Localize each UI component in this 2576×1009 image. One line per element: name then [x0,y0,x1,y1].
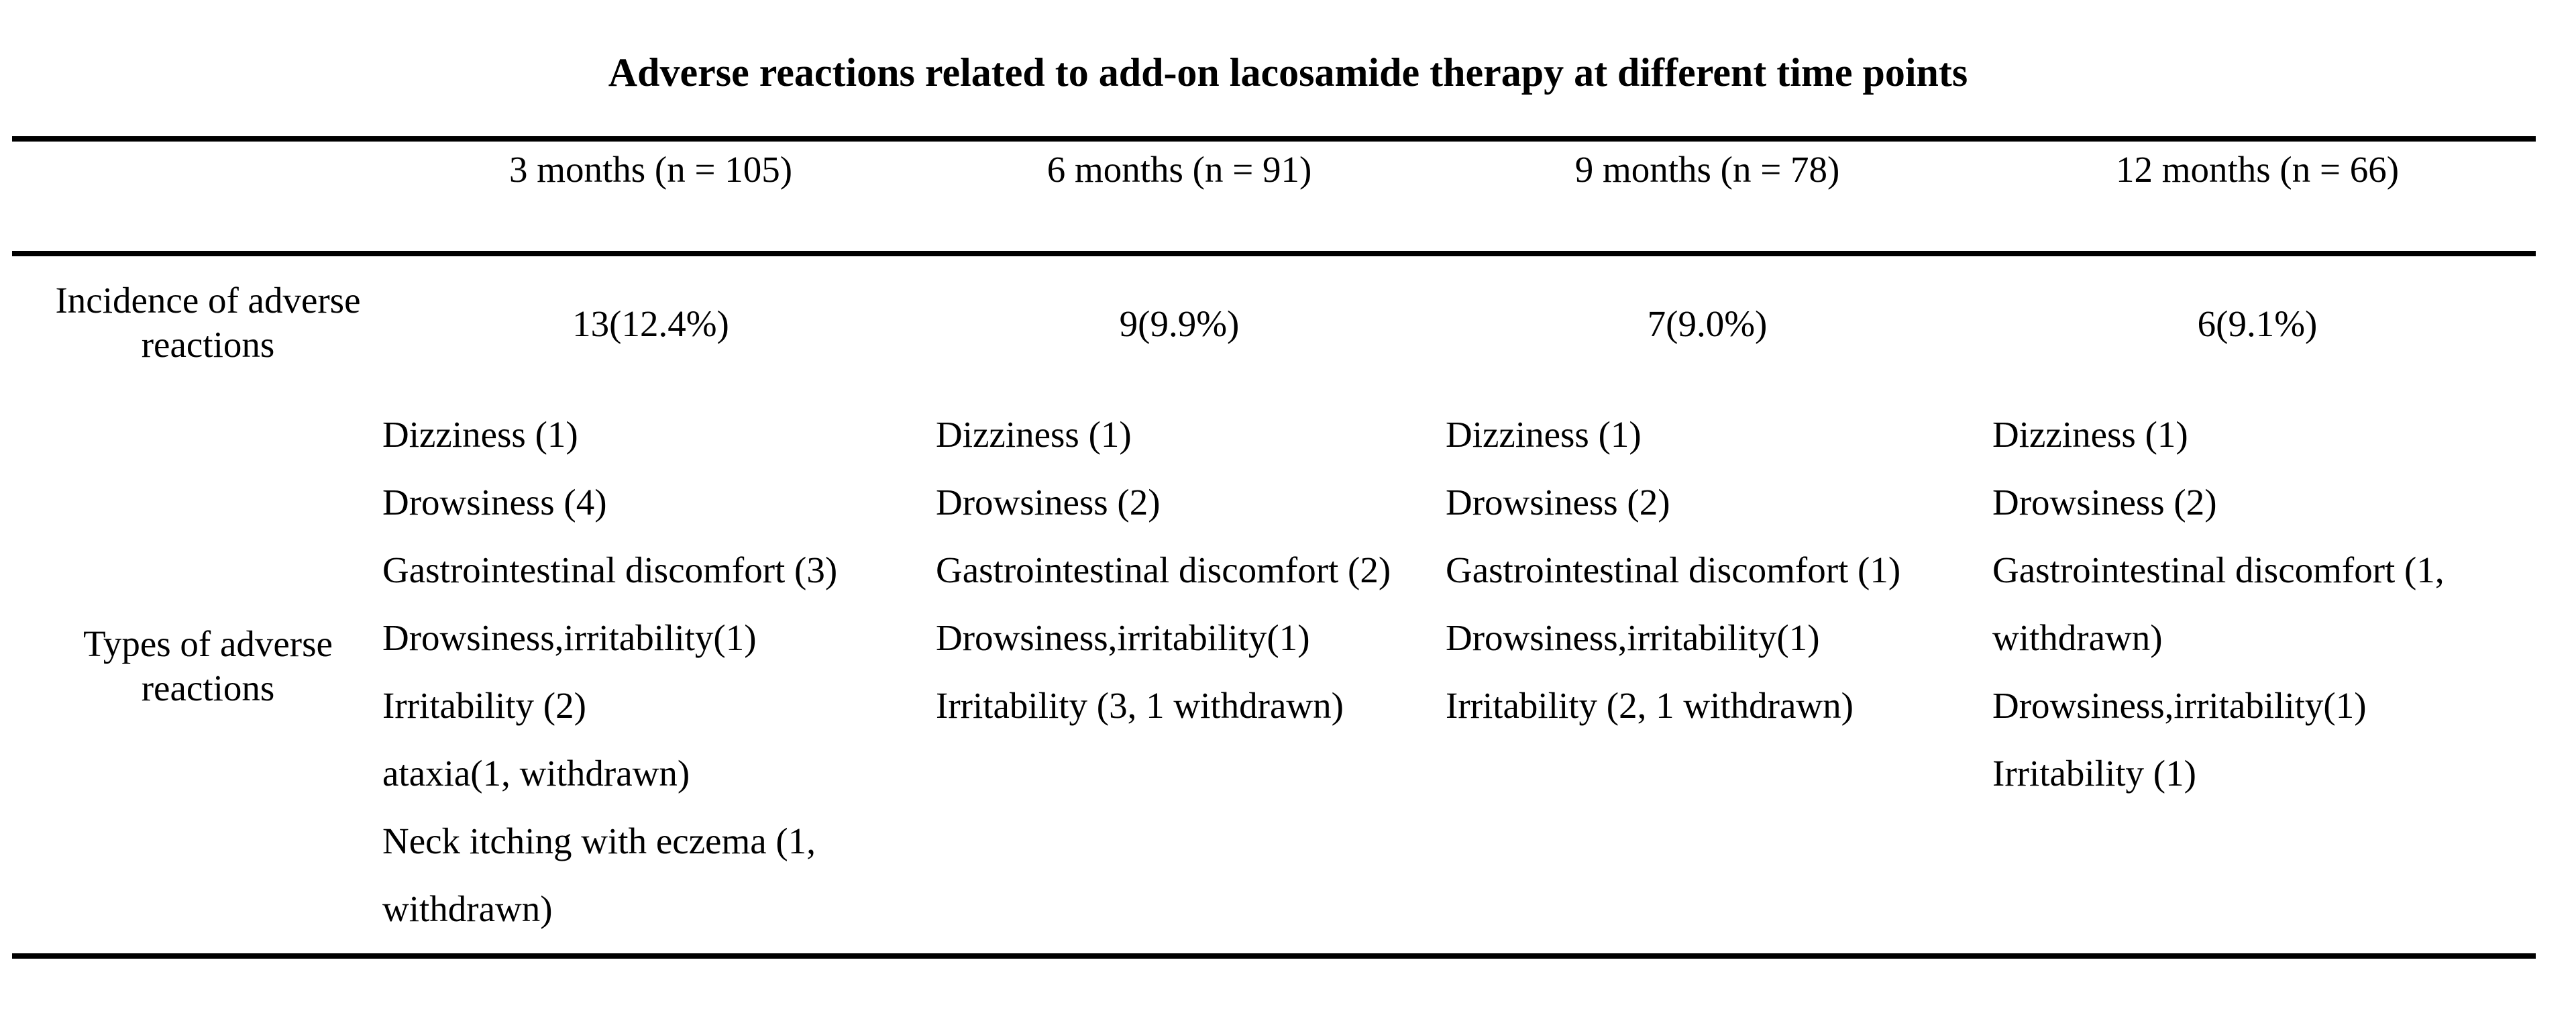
type-item: Gastrointestinal discomfort (2) [936,549,1391,590]
type-item: Irritability (2) [382,685,586,726]
table-rule-bottom [12,953,2536,959]
type-item: Neck itching with eczema (1, withdrawn) [382,820,816,929]
type-item: Dizziness (1) [936,414,1132,455]
type-item: Drowsiness (4) [382,482,607,523]
type-item: Drowsiness,irritability(1) [1446,617,1820,658]
table-title: Adverse reactions related to add-on laco… [608,50,1968,95]
type-item: Drowsiness (2) [936,482,1161,523]
type-item: Drowsiness,irritability(1) [382,617,757,658]
types-list-9-months: Dizziness (1) Drowsiness (2) Gastrointes… [1446,401,1982,739]
table-rule-middle [12,251,2536,256]
incidence-value-3-months: 13(12.4%) [572,303,729,344]
type-item: Drowsiness,irritability(1) [936,617,1310,658]
type-item: Dizziness (1) [1992,414,2188,455]
type-item: Irritability (3, 1 withdrawn) [936,685,1344,726]
incidence-value-9-months: 7(9.0%) [1647,303,1768,344]
types-list-3-months: Dizziness (1) Drowsiness (4) Gastrointes… [382,401,912,943]
table-rule-top [12,136,2536,142]
type-item: Gastrointestinal discomfort (3) [382,549,838,590]
column-header-9-months: 9 months (n = 78) [1574,149,1840,190]
incidence-value-12-months: 6(9.1%) [2197,303,2318,344]
column-header-3-months: 3 months (n = 105) [508,149,793,190]
type-item: Gastrointestinal discomfort (1) [1446,549,1901,590]
type-item: Drowsiness,irritability(1) [1992,685,2367,726]
type-item: Irritability (1) [1992,753,2196,794]
type-item: Drowsiness (2) [1446,482,1670,523]
type-item: ataxia(1, withdrawn) [382,753,690,794]
column-header-12-months: 12 months (n = 66) [2115,149,2400,190]
types-list-12-months: Dizziness (1) Drowsiness (2) Gastrointes… [1992,401,2536,807]
incidence-value-6-months: 9(9.9%) [1119,303,1240,344]
column-header-6-months: 6 months (n = 91) [1046,149,1312,190]
type-item: Dizziness (1) [382,414,578,455]
row-label-incidence: Incidence of adverse reactions [55,280,361,365]
types-list-6-months: Dizziness (1) Drowsiness (2) Gastrointes… [936,401,1439,739]
row-label-types: Types of adverse reactions [83,623,333,708]
type-item: Drowsiness (2) [1992,482,2217,523]
type-item: Dizziness (1) [1446,414,1642,455]
type-item: Irritability (2, 1 withdrawn) [1446,685,1854,726]
type-item: Gastrointestinal discomfort (1, withdraw… [1992,549,2445,658]
